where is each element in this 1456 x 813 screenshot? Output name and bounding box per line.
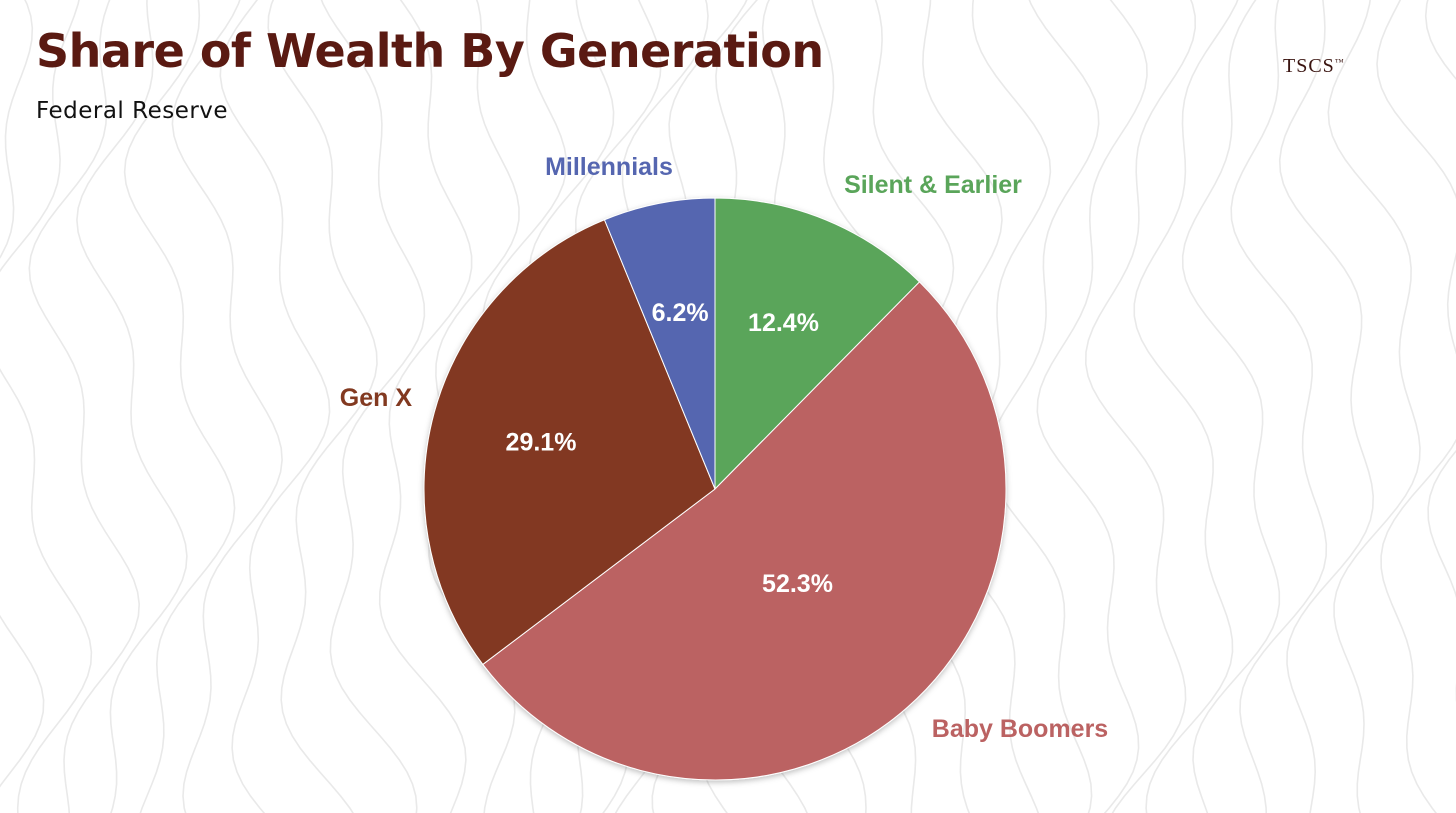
background-contour-line	[171, 0, 283, 813]
pie-slices	[423, 197, 1007, 781]
background-contour-line	[378, 0, 473, 813]
background-contour-line	[1181, 0, 1281, 813]
background-contour-line	[219, 0, 331, 813]
slice-value-labels: 12.4% 52.3% 29.1% 6.2%	[506, 299, 833, 598]
slice-category-label: Gen X	[340, 384, 413, 412]
page-title: Share of Wealth By Generation	[36, 24, 824, 78]
background-contour-line	[1084, 0, 1197, 813]
page-subtitle: Federal Reserve	[36, 98, 229, 124]
pie-slice	[482, 281, 1007, 781]
slice-value-label: 52.3%	[762, 570, 833, 598]
background-contour-line	[267, 0, 378, 813]
background-contour-line	[1278, 0, 1375, 813]
background-contour-line	[988, 0, 1100, 813]
background-contour-line	[0, 0, 45, 788]
background-contour-line	[1230, 0, 1328, 813]
background-contour-line	[1376, 0, 1456, 813]
slice-value-label: 12.4%	[748, 309, 819, 337]
background-contour-line	[123, 0, 236, 813]
pie-slice	[714, 197, 921, 491]
trademark-mark: ™	[1334, 57, 1344, 67]
background-contour-line	[0, 0, 93, 813]
slice-value-label: 29.1%	[506, 428, 577, 456]
slice-category-label: Silent & Earlier	[844, 171, 1022, 199]
pie-slice	[423, 219, 716, 666]
pie-slice	[603, 197, 716, 490]
background-contour-line	[1133, 0, 1239, 813]
background-contour-line	[76, 0, 188, 813]
slice-category-label: Baby Boomers	[932, 715, 1108, 743]
slice-category-labels: Silent & Earlier Baby Boomers Gen X Millenn…	[340, 153, 1108, 743]
background-contour-line	[320, 0, 426, 813]
brand-logo: TSCS™	[1283, 55, 1344, 78]
brand-text: TSCS	[1283, 55, 1335, 77]
background-contour-line	[1036, 0, 1148, 813]
slice-category-label: Millennials	[545, 153, 673, 181]
background-contour-line	[28, 0, 141, 813]
slice-value-label: 6.2%	[652, 299, 709, 327]
background-contour-line	[1327, 0, 1421, 813]
